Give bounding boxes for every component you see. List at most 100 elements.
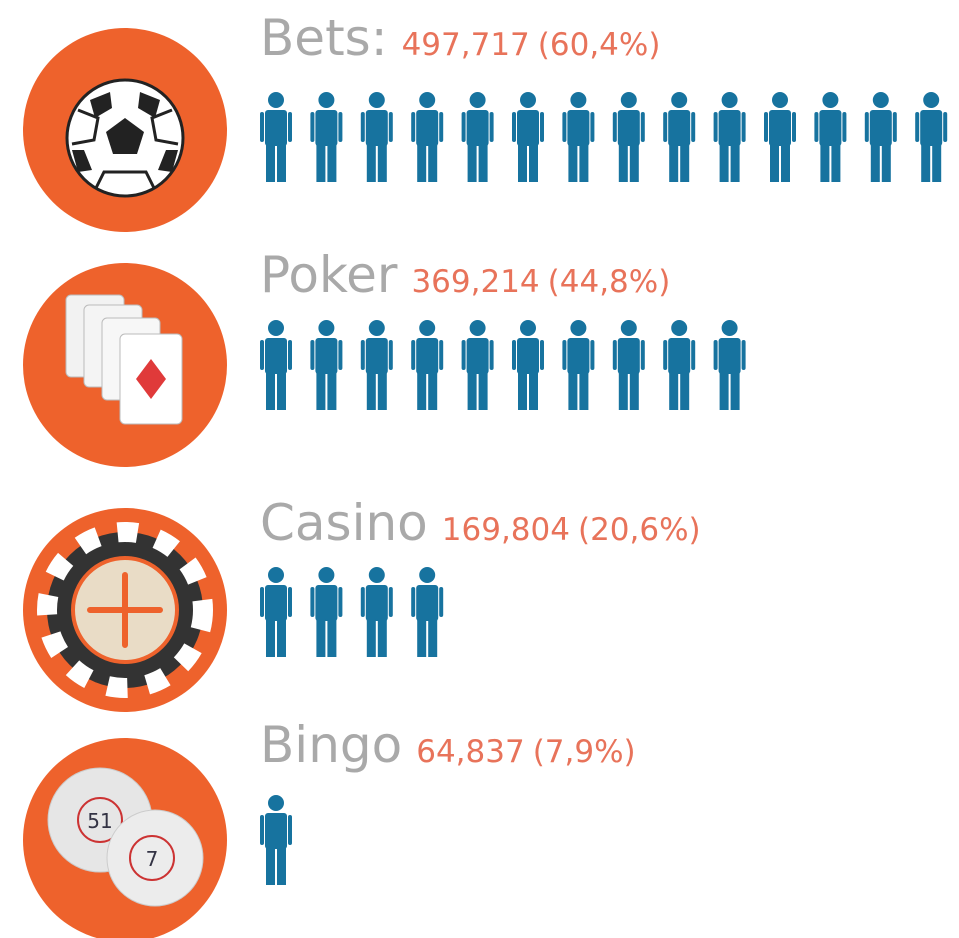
person-torso	[668, 338, 690, 374]
person-arm	[260, 587, 264, 617]
person-leg	[579, 144, 588, 182]
person-head	[369, 92, 385, 108]
person-leg	[277, 847, 286, 885]
person-arm	[714, 112, 718, 142]
person-arm	[512, 340, 516, 370]
value-label: 64,837	[416, 734, 524, 770]
person-leg	[428, 144, 437, 182]
person-icon	[310, 567, 342, 657]
person-leg	[630, 144, 639, 182]
category-name: Bingo	[260, 716, 402, 774]
person-arm	[310, 587, 314, 617]
person-arm	[462, 112, 466, 142]
icon-row	[260, 567, 443, 657]
person-arm	[310, 112, 314, 142]
person-leg	[882, 144, 891, 182]
share-label: (44,8%)	[548, 264, 671, 300]
person-leg	[529, 372, 538, 410]
person-head	[671, 92, 687, 108]
svg-text:51: 51	[87, 809, 112, 833]
value-label: 369,214	[411, 264, 539, 300]
person-leg	[266, 144, 275, 182]
person-leg	[468, 372, 477, 410]
person-arm	[663, 112, 667, 142]
person-arm	[842, 112, 846, 142]
person-arm	[943, 112, 947, 142]
person-leg	[630, 372, 639, 410]
person-head	[268, 567, 284, 583]
person-icon	[512, 92, 544, 182]
person-head	[369, 567, 385, 583]
person-arm	[613, 340, 617, 370]
person-arm	[260, 340, 264, 370]
person-icon	[613, 92, 645, 182]
person-leg	[417, 144, 426, 182]
person-torso	[265, 338, 287, 374]
person-torso	[315, 338, 337, 374]
person-leg	[770, 144, 779, 182]
person-arm	[288, 815, 292, 845]
person-torso	[719, 338, 741, 374]
person-leg	[417, 372, 426, 410]
person-leg	[781, 144, 790, 182]
person-leg	[680, 372, 689, 410]
person-leg	[468, 144, 477, 182]
person-torso	[467, 338, 489, 374]
person-leg	[327, 619, 336, 657]
person-arm	[540, 112, 544, 142]
person-leg	[378, 619, 387, 657]
person-head	[873, 92, 889, 108]
person-leg	[619, 144, 628, 182]
person-torso	[920, 110, 942, 146]
person-icon	[411, 320, 443, 410]
value-label: 497,717	[402, 27, 530, 63]
person-icon	[562, 92, 594, 182]
person-arm	[411, 340, 415, 370]
person-icon	[462, 92, 494, 182]
person-head	[419, 567, 435, 583]
person-arm	[310, 340, 314, 370]
person-icon	[865, 92, 897, 182]
person-torso	[567, 110, 589, 146]
person-head	[722, 92, 738, 108]
person-leg	[720, 372, 729, 410]
person-head	[621, 320, 637, 336]
person-arm	[663, 340, 667, 370]
person-torso	[668, 110, 690, 146]
person-leg	[316, 619, 325, 657]
person-head	[621, 92, 637, 108]
person-head	[268, 92, 284, 108]
person-leg	[568, 144, 577, 182]
person-icon	[260, 92, 292, 182]
person-leg	[378, 144, 387, 182]
person-icon	[310, 320, 342, 410]
person-torso	[416, 338, 438, 374]
person-icon	[310, 92, 342, 182]
person-arm	[288, 587, 292, 617]
person-torso	[315, 110, 337, 146]
person-torso	[769, 110, 791, 146]
value-label: 169,804	[442, 512, 570, 548]
person-head	[419, 320, 435, 336]
person-torso	[366, 110, 388, 146]
person-torso	[467, 110, 489, 146]
person-torso	[567, 338, 589, 374]
category-name: Casino	[260, 494, 428, 552]
person-leg	[417, 619, 426, 657]
person-icon	[663, 320, 695, 410]
person-arm	[439, 340, 443, 370]
person-head	[822, 92, 838, 108]
person-leg	[820, 144, 829, 182]
person-arm	[411, 587, 415, 617]
person-leg	[669, 144, 678, 182]
person-leg	[266, 619, 275, 657]
page: 51 7 Bets:497,717(60,4%)Poker369,214(44,…	[0, 0, 959, 938]
person-arm	[764, 112, 768, 142]
person-arm	[260, 112, 264, 142]
person-leg	[720, 144, 729, 182]
person-icon	[562, 320, 594, 410]
person-torso	[265, 110, 287, 146]
person-leg	[568, 372, 577, 410]
person-arm	[462, 340, 466, 370]
